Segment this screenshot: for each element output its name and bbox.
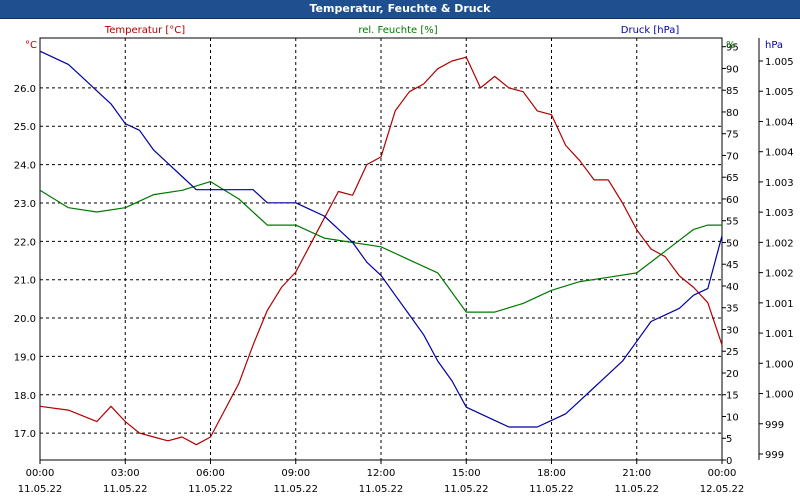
x-tick-date: 11.05.22 bbox=[359, 484, 404, 495]
y-tick-humidity: 45 bbox=[726, 260, 739, 271]
x-tick-time: 06:00 bbox=[196, 468, 225, 479]
window-titlebar: Temperatur, Feuchte & Druck bbox=[0, 0, 800, 19]
y-tick-humidity: 70 bbox=[726, 151, 739, 162]
y-tick-pressure: 1.004 bbox=[765, 148, 794, 159]
y-tick-pressure: 1.000 bbox=[765, 359, 794, 370]
grid bbox=[39, 37, 723, 461]
y-tick-temperature: 24.0 bbox=[14, 161, 36, 172]
pressure-axis-title: Druck [hPa] bbox=[621, 25, 680, 36]
humidity-axis-title: rel. Feuchte [%] bbox=[358, 25, 437, 36]
y-tick-pressure: 1.004 bbox=[765, 117, 794, 128]
pressure-unit: hPa bbox=[765, 40, 783, 51]
humidity-unit: % bbox=[726, 40, 736, 51]
x-tick-time: 03:00 bbox=[111, 468, 140, 479]
x-tick-date: 11.05.22 bbox=[529, 484, 574, 495]
y-tick-pressure: 999 bbox=[765, 450, 784, 461]
y-tick-temperature: 26.0 bbox=[14, 84, 36, 95]
y-tick-humidity: 95 bbox=[726, 43, 739, 54]
y-tick-humidity: 15 bbox=[726, 391, 739, 402]
axes-layer: 00:00 11.05.22 03:00 11.05.22 06:00 11.05.22 0… bbox=[14, 25, 794, 495]
y-tick-humidity: 40 bbox=[726, 282, 739, 293]
x-tick-date: 12.05.22 bbox=[700, 484, 745, 495]
y-tick-pressure: 1.000 bbox=[765, 390, 794, 401]
y-tick-pressure: 999 bbox=[765, 420, 784, 431]
y-tick-humidity: 60 bbox=[726, 195, 739, 206]
y-tick-humidity: 65 bbox=[726, 173, 739, 184]
x-tick-time: 09:00 bbox=[281, 468, 310, 479]
y-tick-temperature: 18.0 bbox=[14, 391, 36, 402]
x-tick-date: 11.05.22 bbox=[273, 484, 318, 495]
y-tick-pressure: 1.002 bbox=[765, 269, 794, 280]
y-tick-humidity: 30 bbox=[726, 325, 739, 336]
y-tick-pressure: 1.003 bbox=[765, 208, 794, 219]
x-tick-time: 00:00 bbox=[26, 468, 55, 479]
y-tick-temperature: 25.0 bbox=[14, 122, 36, 133]
y-tick-pressure: 1.003 bbox=[765, 178, 794, 189]
y-tick-temperature: 22.0 bbox=[14, 237, 36, 248]
y-tick-pressure: 1.005 bbox=[765, 57, 794, 68]
y-tick-temperature: 21.0 bbox=[14, 276, 36, 287]
y-tick-humidity: 55 bbox=[726, 217, 739, 228]
temperature-line bbox=[39, 56, 723, 446]
y-tick-humidity: 10 bbox=[726, 412, 739, 423]
y-tick-humidity: 90 bbox=[726, 64, 739, 75]
y-tick-humidity: 50 bbox=[726, 238, 739, 249]
y-tick-humidity: 25 bbox=[726, 347, 739, 358]
x-tick-date: 11.05.22 bbox=[103, 484, 148, 495]
y-tick-humidity: 35 bbox=[726, 304, 739, 315]
x-tick-date: 11.05.22 bbox=[444, 484, 489, 495]
temperature-axis-title: Temperatur [°C] bbox=[104, 25, 185, 36]
x-tick-date: 11.05.22 bbox=[18, 484, 63, 495]
y-tick-pressure: 1.005 bbox=[765, 87, 794, 98]
y-tick-pressure: 1.001 bbox=[765, 329, 794, 340]
x-tick-time: 12:00 bbox=[367, 468, 396, 479]
x-tick-date: 11.05.22 bbox=[188, 484, 233, 495]
y-tick-temperature: 17.0 bbox=[14, 429, 36, 440]
humidity-line bbox=[39, 181, 722, 313]
y-tick-humidity: 20 bbox=[726, 369, 739, 380]
y-tick-pressure: 1.002 bbox=[765, 238, 794, 249]
x-tick-time: 21:00 bbox=[622, 468, 651, 479]
pressure-line bbox=[39, 50, 723, 428]
y-tick-humidity: 5 bbox=[726, 434, 732, 445]
chart-title: Temperatur, Feuchte & Druck bbox=[309, 2, 491, 15]
x-tick-time: 18:00 bbox=[537, 468, 566, 479]
x-tick-time: 00:00 bbox=[708, 468, 737, 479]
y-tick-temperature: 20.0 bbox=[14, 314, 36, 325]
x-tick-time: 15:00 bbox=[452, 468, 481, 479]
y-tick-humidity: 75 bbox=[726, 130, 739, 141]
x-tick-date: 11.05.22 bbox=[614, 484, 659, 495]
y-tick-temperature: 23.0 bbox=[14, 199, 36, 210]
series-layer bbox=[39, 50, 723, 446]
temperature-unit: °C bbox=[25, 40, 37, 51]
y-tick-humidity: 80 bbox=[726, 108, 739, 119]
y-tick-temperature: 19.0 bbox=[14, 352, 36, 363]
y-tick-pressure: 1.001 bbox=[765, 299, 794, 310]
y-tick-humidity: 85 bbox=[726, 86, 739, 97]
y-tick-humidity: 0 bbox=[726, 456, 732, 467]
